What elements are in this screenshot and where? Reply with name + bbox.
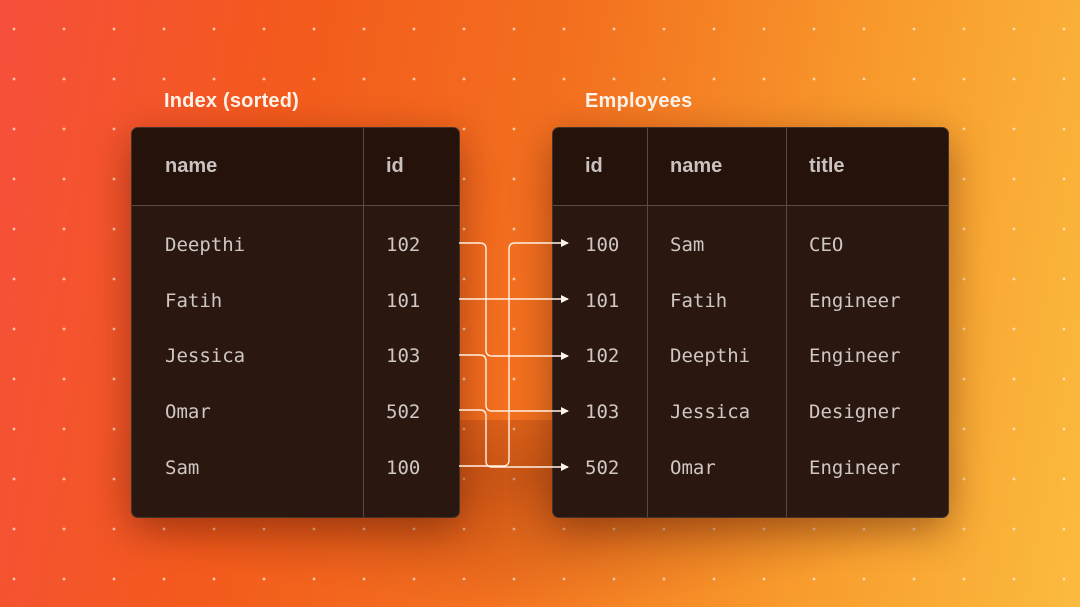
employee-cell-title: CEO xyxy=(809,234,844,256)
employee-cell-title: Designer xyxy=(809,401,901,423)
employee-cell-id: 101 xyxy=(585,290,620,312)
column-header-id: id xyxy=(386,155,404,177)
table-header xyxy=(132,128,459,206)
index-cell-name: Sam xyxy=(165,457,200,479)
employees-table: id name title 100 Sam CEO 101 Fatih Engi… xyxy=(552,127,949,518)
index-cell-id: 101 xyxy=(386,290,421,312)
column-divider xyxy=(363,128,364,517)
index-cell-id: 102 xyxy=(386,234,421,256)
employee-cell-name: Sam xyxy=(670,234,705,256)
employee-cell-title: Engineer xyxy=(809,290,901,312)
index-cell-name: Jessica xyxy=(165,345,246,367)
employee-cell-name: Omar xyxy=(670,457,716,479)
employee-cell-id: 102 xyxy=(585,345,620,367)
employee-cell-id: 100 xyxy=(585,234,620,256)
index-cell-name: Fatih xyxy=(165,290,223,312)
table-header xyxy=(553,128,948,206)
employee-cell-id: 103 xyxy=(585,401,620,423)
arrow-omar xyxy=(459,409,569,471)
column-header-name: name xyxy=(670,155,723,177)
column-divider xyxy=(786,128,787,517)
column-header-name: name xyxy=(165,155,218,177)
arrow-jessica xyxy=(459,354,569,415)
employee-cell-title: Engineer xyxy=(809,345,901,367)
column-header-title: title xyxy=(809,155,845,177)
column-header-id: id xyxy=(585,155,603,177)
employee-cell-name: Deepthi xyxy=(670,345,751,367)
index-cell-name: Deepthi xyxy=(165,234,246,256)
employee-cell-title: Engineer xyxy=(809,457,901,479)
employee-cell-name: Fatih xyxy=(670,290,728,312)
index-cell-name: Omar xyxy=(165,401,211,423)
index-table: name id Deepthi 102 Fatih 101 Jessica 10… xyxy=(131,127,460,518)
employee-cell-name: Jessica xyxy=(670,401,751,423)
index-table-title: Index (sorted) xyxy=(164,90,300,112)
employees-table-title: Employees xyxy=(585,90,693,112)
index-cell-id: 100 xyxy=(386,457,421,479)
arrow-sam xyxy=(459,239,569,467)
employee-cell-id: 502 xyxy=(585,457,620,479)
column-divider xyxy=(647,128,648,517)
index-cell-id: 502 xyxy=(386,401,421,423)
index-cell-id: 103 xyxy=(386,345,421,367)
